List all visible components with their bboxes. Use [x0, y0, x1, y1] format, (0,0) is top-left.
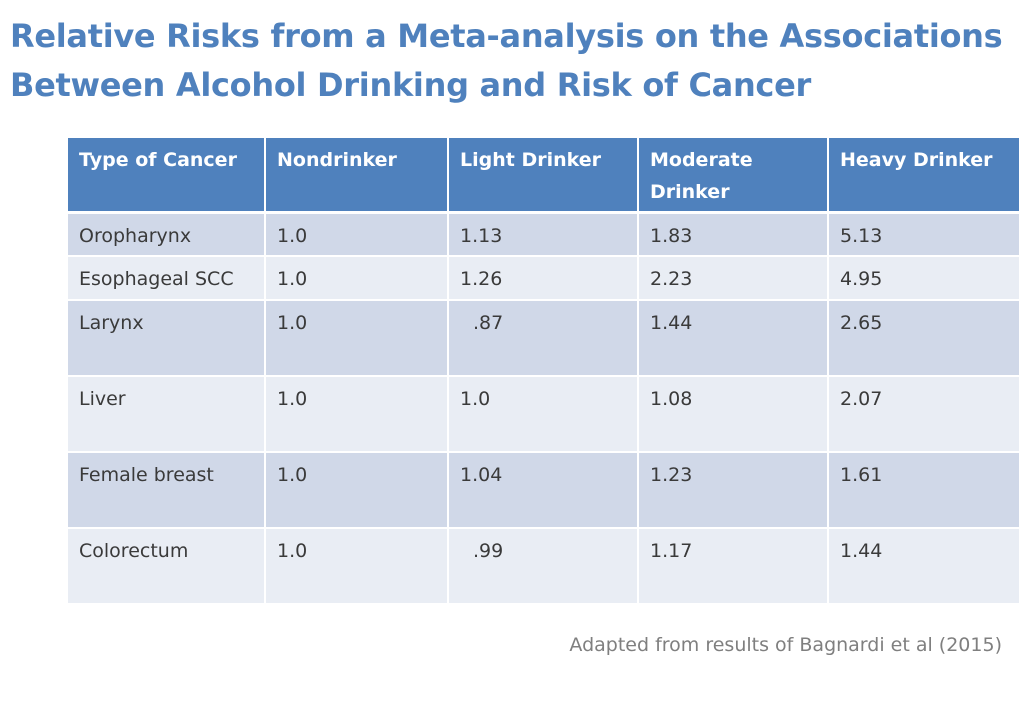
cell-cancer-type: Liver: [68, 376, 266, 453]
column-header-type-of-cancer: Type of Cancer: [68, 138, 266, 214]
cell-heavy-drinker: 2.07: [828, 376, 1019, 453]
cell-nondrinker: 1.0: [265, 528, 449, 605]
column-header-heavy-drinker: Heavy Drinker: [828, 138, 1019, 214]
cell-light-drinker: 1.0: [448, 376, 639, 453]
column-header-light-drinker: Light Drinker: [448, 138, 639, 214]
cell-moderate-drinker: 1.44: [638, 300, 829, 377]
slide-title-line-1: Relative Risks from a Meta-analysis on t…: [10, 17, 1003, 55]
table-row: Larynx 1.0 .87 1.44 2.65: [68, 300, 1019, 377]
cell-nondrinker: 1.0: [265, 300, 449, 377]
table-row: Female breast 1.0 1.04 1.23 1.61: [68, 452, 1019, 529]
table-header-row: Type of Cancer Nondrinker Light Drinker …: [68, 138, 1019, 214]
cell-heavy-drinker: 1.61: [828, 452, 1019, 529]
cell-moderate-drinker: 1.23: [638, 452, 829, 529]
cell-cancer-type: Esophageal SCC: [68, 256, 266, 301]
cell-moderate-drinker: 2.23: [638, 256, 829, 301]
column-header-nondrinker: Nondrinker: [265, 138, 449, 214]
cell-heavy-drinker: 4.95: [828, 256, 1019, 301]
cell-cancer-type: Female breast: [68, 452, 266, 529]
cell-light-drinker: 1.13: [448, 212, 639, 257]
relative-risk-table-container: Type of Cancer Nondrinker Light Drinker …: [68, 138, 1019, 605]
cell-cancer-type: Oropharynx: [68, 212, 266, 257]
cell-nondrinker: 1.0: [265, 452, 449, 529]
cell-moderate-drinker: 1.83: [638, 212, 829, 257]
cell-heavy-drinker: 5.13: [828, 212, 1019, 257]
cell-cancer-type: Larynx: [68, 300, 266, 377]
slide-title: Relative Risks from a Meta-analysis on t…: [10, 12, 1010, 110]
cell-moderate-drinker: 1.17: [638, 528, 829, 605]
table-row: Oropharynx 1.0 1.13 1.83 5.13: [68, 212, 1019, 257]
cell-light-drinker: .99: [448, 528, 639, 605]
table-row: Esophageal SCC 1.0 1.26 2.23 4.95: [68, 256, 1019, 301]
cell-nondrinker: 1.0: [265, 212, 449, 257]
source-note: Adapted from results of Bagnardi et al (…: [569, 634, 1002, 656]
cell-light-drinker: 1.26: [448, 256, 639, 301]
cell-nondrinker: 1.0: [265, 256, 449, 301]
relative-risk-table: Type of Cancer Nondrinker Light Drinker …: [68, 138, 1019, 605]
cell-cancer-type: Colorectum: [68, 528, 266, 605]
cell-heavy-drinker: 2.65: [828, 300, 1019, 377]
table-row: Liver 1.0 1.0 1.08 2.07: [68, 376, 1019, 453]
cell-nondrinker: 1.0: [265, 376, 449, 453]
column-header-moderate-drinker: Moderate Drinker: [638, 138, 829, 214]
table-row: Colorectum 1.0 .99 1.17 1.44: [68, 528, 1019, 605]
cell-light-drinker: .87: [448, 300, 639, 377]
cell-heavy-drinker: 1.44: [828, 528, 1019, 605]
slide-title-line-2: Between Alcohol Drinking and Risk of Can…: [10, 66, 811, 104]
cell-light-drinker: 1.04: [448, 452, 639, 529]
cell-moderate-drinker: 1.08: [638, 376, 829, 453]
